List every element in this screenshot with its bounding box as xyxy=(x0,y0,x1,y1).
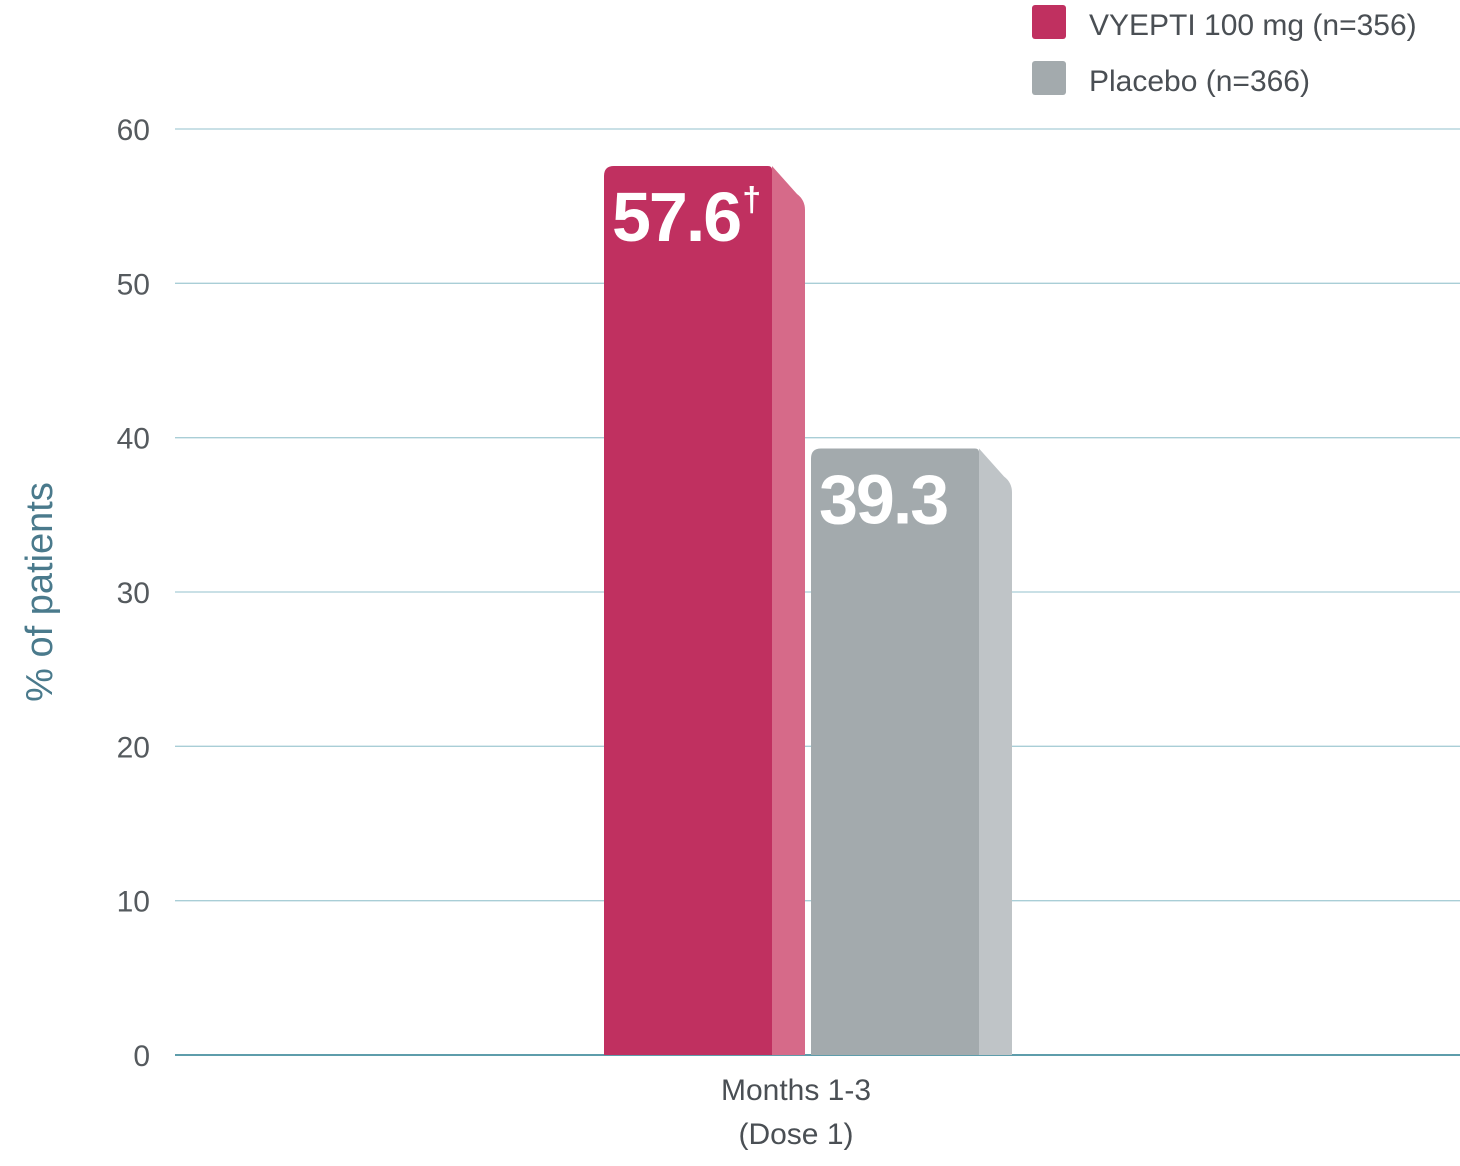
y-tick-label: 0 xyxy=(133,1040,150,1073)
bar xyxy=(604,166,772,1056)
bar-value-footnote-mark: † xyxy=(742,181,759,219)
bar-side xyxy=(979,448,1012,1056)
legend-label: VYEPTI 100 mg (n=356) xyxy=(1089,9,1417,42)
grid-lines xyxy=(175,128,1460,1056)
y-tick-label: 60 xyxy=(117,114,150,147)
x-category-label: (Dose 1) xyxy=(738,1118,853,1151)
x-category-label: Months 1-3 xyxy=(721,1074,871,1107)
y-tick-label: 50 xyxy=(117,268,150,301)
y-axis-ticks: 0 10 20 30 40 50 60 xyxy=(117,114,150,1073)
bars: 57.6† 39.3 xyxy=(604,166,1012,1056)
y-tick-label: 20 xyxy=(117,731,150,764)
bar-value-label: 39.3 xyxy=(819,460,947,538)
legend-swatch xyxy=(1032,61,1066,95)
bar-side xyxy=(772,166,805,1056)
y-tick-label: 10 xyxy=(117,886,150,919)
y-tick-label: 40 xyxy=(117,423,150,456)
legend-label: Placebo (n=366) xyxy=(1089,65,1310,98)
legend-swatch xyxy=(1032,5,1066,39)
bar xyxy=(811,448,979,1056)
legend: VYEPTI 100 mg (n=356) Placebo (n=366) xyxy=(1032,5,1417,98)
y-tick-label: 30 xyxy=(117,577,150,610)
x-axis-categories: Months 1-3 (Dose 1) xyxy=(721,1074,871,1151)
bar-value-label: 57.6† xyxy=(612,178,759,256)
y-axis-label: % of patients xyxy=(19,482,61,702)
